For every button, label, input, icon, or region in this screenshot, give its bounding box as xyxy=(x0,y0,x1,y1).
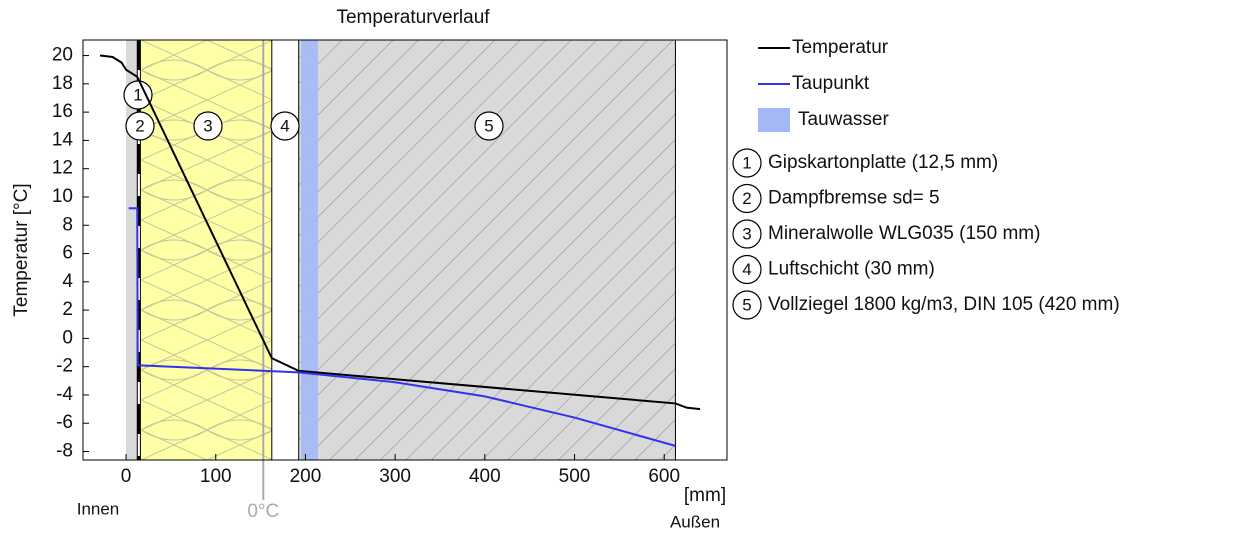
y-tick-label: 20 xyxy=(52,45,73,66)
x-tick-label: 600 xyxy=(648,466,680,487)
y-tick-label: -8 xyxy=(56,441,73,462)
x-tick-label: 0 xyxy=(121,466,132,487)
legend-label: Mineralwolle WLG035 (150 mm) xyxy=(768,223,1040,244)
legend-label: Vollziegel 1800 kg/m3, DIN 105 (420 mm) xyxy=(768,294,1120,315)
x-tick-label: 500 xyxy=(559,466,591,487)
layer-marker-circle xyxy=(123,80,153,110)
legend-marker-circle xyxy=(732,148,762,178)
legend-marker: 5 xyxy=(742,295,751,314)
legend-marker: 4 xyxy=(742,260,751,279)
y-tick-label: 0 xyxy=(62,327,73,348)
x-tick-label: 300 xyxy=(379,466,411,487)
x-tick-label: 200 xyxy=(290,466,322,487)
series-line xyxy=(99,54,701,411)
legend-label: Tauwasser xyxy=(798,109,889,130)
inner-label: Innen xyxy=(77,499,120,518)
layer-marker-circle xyxy=(193,111,223,141)
x-axis-label: [mm] xyxy=(684,485,726,506)
y-tick-label: 6 xyxy=(62,243,73,264)
layer-marker: 3 xyxy=(203,116,212,135)
legend-marker: 2 xyxy=(742,189,751,208)
y-axis-label: Temperatur [°C] xyxy=(11,183,32,316)
zero-line-label: 0°C xyxy=(247,501,279,522)
layer xyxy=(271,40,299,460)
layer-pattern xyxy=(140,40,272,460)
plot-frame xyxy=(82,39,728,461)
layer-marker-circle xyxy=(270,111,300,141)
layer-marker-circle xyxy=(125,111,155,141)
legend-marker-circle xyxy=(732,183,762,214)
outer-label: Außen xyxy=(670,512,720,531)
layer-marker: 5 xyxy=(484,116,493,135)
y-tick-label: 14 xyxy=(52,129,74,150)
legend-marker: 3 xyxy=(742,224,751,243)
legend-label: Gipskartonplatte (12,5 mm) xyxy=(768,152,998,173)
legend-swatch xyxy=(758,108,790,132)
y-tick-label: -2 xyxy=(56,356,73,377)
y-tick-label: -6 xyxy=(56,412,73,433)
legend-marker-circle xyxy=(732,290,762,320)
layer-pattern xyxy=(298,40,676,460)
layer-marker-circle xyxy=(474,111,504,141)
chart-title: Temperaturverlauf xyxy=(336,7,490,28)
legend-label: Luftschicht (30 mm) xyxy=(768,259,935,280)
layer-marker: 1 xyxy=(133,85,142,104)
y-tick-label: 18 xyxy=(52,73,73,94)
x-tick-label: 400 xyxy=(469,466,501,487)
legend-marker: 1 xyxy=(742,153,751,172)
y-tick-label: 8 xyxy=(62,214,73,235)
layer-marker: 2 xyxy=(135,116,144,135)
series-line xyxy=(128,207,676,447)
condensation-band xyxy=(300,40,318,460)
layer xyxy=(126,40,138,460)
legend-label: Dampfbremse sd= 5 xyxy=(768,188,940,209)
y-tick-label: 10 xyxy=(52,186,73,207)
y-tick-label: 12 xyxy=(52,158,73,179)
y-tick-label: 2 xyxy=(62,299,73,320)
y-tick-label: 4 xyxy=(62,271,73,292)
legend-marker-circle xyxy=(732,254,762,285)
layer-marker: 4 xyxy=(280,116,289,135)
y-tick-label: -4 xyxy=(56,384,73,405)
x-tick-label: 100 xyxy=(200,466,232,487)
legend-label: Taupunkt xyxy=(792,73,870,94)
legend-marker-circle xyxy=(732,219,762,249)
y-tick-label: 16 xyxy=(52,101,73,122)
legend-label: Temperatur xyxy=(792,37,889,58)
